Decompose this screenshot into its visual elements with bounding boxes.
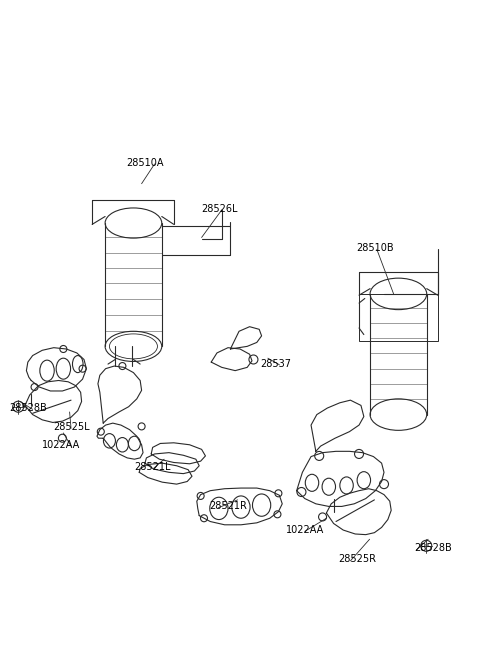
Text: 28521R: 28521R bbox=[209, 501, 247, 512]
Text: 28525L: 28525L bbox=[53, 422, 89, 432]
Text: 28528B: 28528B bbox=[414, 543, 452, 553]
Bar bbox=[359, 294, 438, 341]
Text: 28510A: 28510A bbox=[126, 157, 163, 168]
Text: 28528B: 28528B bbox=[10, 403, 48, 413]
Text: 28537: 28537 bbox=[260, 359, 291, 369]
Text: 28510B: 28510B bbox=[356, 243, 394, 253]
Text: 28525R: 28525R bbox=[338, 554, 376, 564]
Text: 28521L: 28521L bbox=[134, 462, 171, 472]
Text: 1022AA: 1022AA bbox=[42, 440, 81, 450]
Text: 28526L: 28526L bbox=[202, 203, 238, 214]
Text: 1022AA: 1022AA bbox=[286, 525, 324, 535]
